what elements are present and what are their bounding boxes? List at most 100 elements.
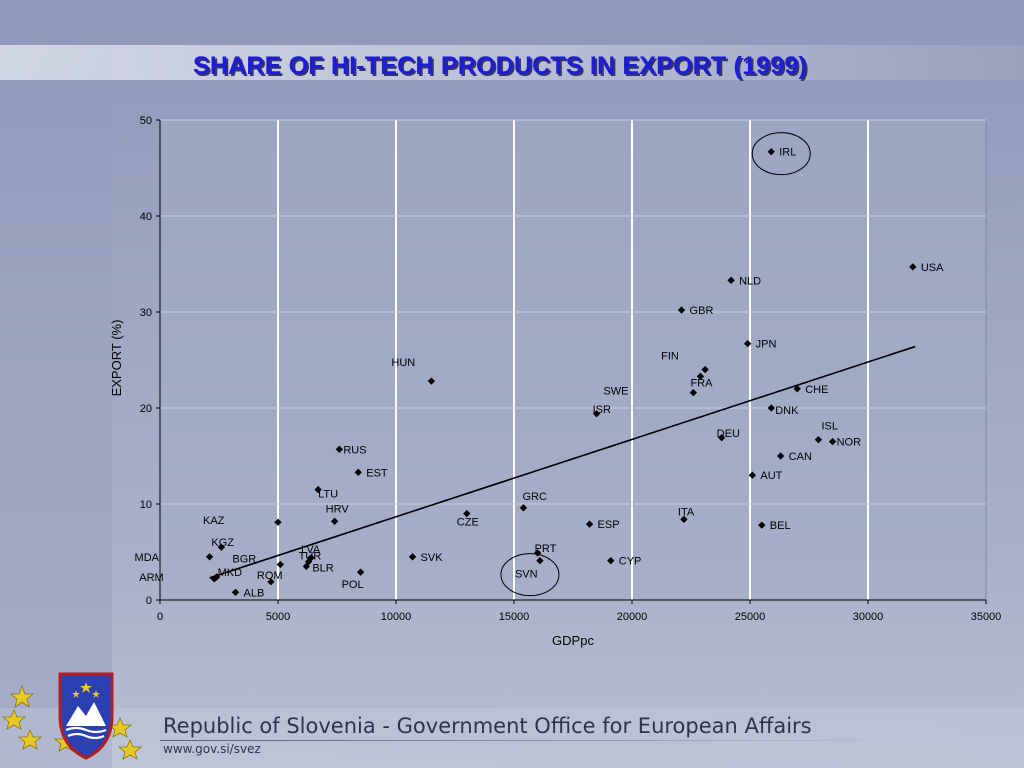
- point-label-hun: HUN: [391, 357, 415, 369]
- point-label-can: CAN: [789, 451, 812, 463]
- data-point-hrv: [330, 517, 339, 525]
- highlight-circle-irl: [751, 132, 811, 176]
- point-label-rom: ROM: [257, 570, 283, 582]
- x-tick-label: 5000: [266, 611, 290, 623]
- footer-divider: [160, 740, 910, 741]
- data-point-grc: [519, 504, 528, 512]
- y-tick-label: 50: [140, 115, 152, 127]
- point-label-nor: NOR: [837, 437, 862, 449]
- data-point-usa: [909, 263, 917, 271]
- point-label-blr: BLR: [312, 562, 333, 574]
- data-point-swe: [689, 388, 698, 397]
- data-points: IRL USA NLD GBR JPN FIN FRA HUN CHE SWE DNK ISR ISL N…: [135, 147, 945, 600]
- point-label-ltu: LTU: [318, 489, 338, 501]
- point-label-tur: TUR: [299, 551, 322, 563]
- plot-area: [159, 119, 987, 601]
- x-axis-title: GDPpc: [552, 633, 594, 648]
- point-label-gbr: GBR: [690, 305, 714, 317]
- point-label-aut: AUT: [760, 470, 782, 482]
- x-tick-label: 0: [157, 611, 163, 623]
- x-tick-label: 20000: [617, 611, 648, 623]
- point-label-hrv: HRV: [326, 503, 350, 515]
- data-point-alb: [231, 588, 240, 596]
- data-point-isl: [814, 436, 823, 444]
- data-point-fra: [696, 372, 705, 380]
- point-label-cyp: CYP: [619, 556, 642, 568]
- point-label-swe: SWE: [603, 386, 628, 398]
- data-point-bel: [758, 521, 766, 529]
- footer-title: Republic of Slovenia - Government Office…: [163, 714, 812, 738]
- highlight-circles: [500, 132, 811, 597]
- data-point-svk: [408, 553, 417, 561]
- x-tick-label: 35000: [971, 611, 1002, 623]
- trendline-group: [209, 345, 916, 579]
- x-tick-label: 30000: [853, 611, 884, 623]
- data-point-mda: [205, 553, 214, 561]
- data-point-pol: [356, 568, 365, 576]
- data-point-jpn: [743, 340, 752, 348]
- point-label-fin: FIN: [661, 351, 679, 363]
- point-label-che: CHE: [805, 384, 828, 396]
- point-label-cze: CZE: [457, 517, 479, 529]
- point-label-dnk: DNK: [775, 405, 799, 417]
- point-label-fra: FRA: [690, 377, 713, 389]
- footer-url: www.gov.si/svez: [163, 742, 261, 756]
- tick-labels: 0 5000 10000 15000 20000 25000 30000 35000 0 10 20…: [140, 115, 1002, 623]
- data-point-kgz: [217, 543, 226, 551]
- y-tick-label: 10: [140, 499, 152, 511]
- point-label-svk: SVK: [421, 552, 444, 564]
- data-point-nld: [727, 276, 735, 284]
- point-label-jpn: JPN: [756, 339, 777, 351]
- data-point-can: [777, 452, 785, 460]
- point-label-svn: SVN: [515, 569, 538, 581]
- data-point-bgr: [276, 560, 285, 569]
- data-point-fin: [701, 365, 709, 374]
- point-label-mda: MDA: [135, 552, 160, 564]
- data-point-rus: [335, 445, 344, 453]
- point-label-lva: LVA: [301, 544, 321, 556]
- data-point-kaz: [274, 518, 282, 526]
- point-label-arm: ARM: [139, 572, 163, 584]
- point-label-kaz: KAZ: [203, 515, 225, 527]
- data-point-cyp: [607, 556, 615, 565]
- point-label-bel: BEL: [770, 520, 791, 532]
- point-label-usa: USA: [921, 262, 944, 274]
- point-label-kgz: KGZ: [211, 537, 234, 549]
- point-label-alb: ALB: [244, 587, 265, 599]
- slide-title: SHARE OF HI-TECH PRODUCTS IN EXPORT (199…: [192, 52, 808, 80]
- slovenia-coat-of-arms-logo: [1, 672, 143, 760]
- point-label-bgr: BGR: [232, 553, 256, 565]
- data-point-cze: [463, 509, 471, 518]
- data-point-isr: [592, 410, 601, 418]
- trendline: [209, 345, 916, 579]
- y-tick-label: 20: [140, 403, 152, 415]
- y-tick-label: 40: [140, 211, 152, 223]
- point-label-prt: PRT: [535, 543, 557, 555]
- y-tick-label: 30: [140, 307, 152, 319]
- footer-bar: [0, 708, 1024, 768]
- point-label-pol: POL: [342, 579, 364, 591]
- point-label-esp: ESP: [598, 519, 620, 531]
- data-point-hun: [427, 377, 436, 385]
- highlight-circle-svn: [500, 553, 560, 597]
- point-label-est: EST: [366, 467, 388, 479]
- grid-lines: [160, 119, 986, 600]
- point-label-isr: ISR: [593, 404, 611, 416]
- data-point-blr: [302, 562, 310, 571]
- point-label-grc: GRC: [522, 491, 547, 503]
- y-axis-title: EXPORT (%): [109, 320, 124, 397]
- shield-icon: [58, 672, 114, 760]
- point-label-nld: NLD: [739, 275, 761, 287]
- point-label-deu: DEU: [717, 428, 740, 440]
- title-band: [0, 45, 1024, 80]
- point-label-mkd: MKD: [218, 567, 243, 579]
- y-tick-label: 0: [146, 595, 152, 607]
- data-point-gbr: [677, 306, 686, 314]
- point-label-irl: IRL: [779, 147, 796, 159]
- data-point-ltu: [314, 485, 322, 494]
- data-point-nor: [828, 437, 837, 446]
- data-point-svn: [536, 556, 544, 565]
- x-tick-label: 25000: [735, 611, 766, 623]
- x-tick-label: 15000: [499, 611, 530, 623]
